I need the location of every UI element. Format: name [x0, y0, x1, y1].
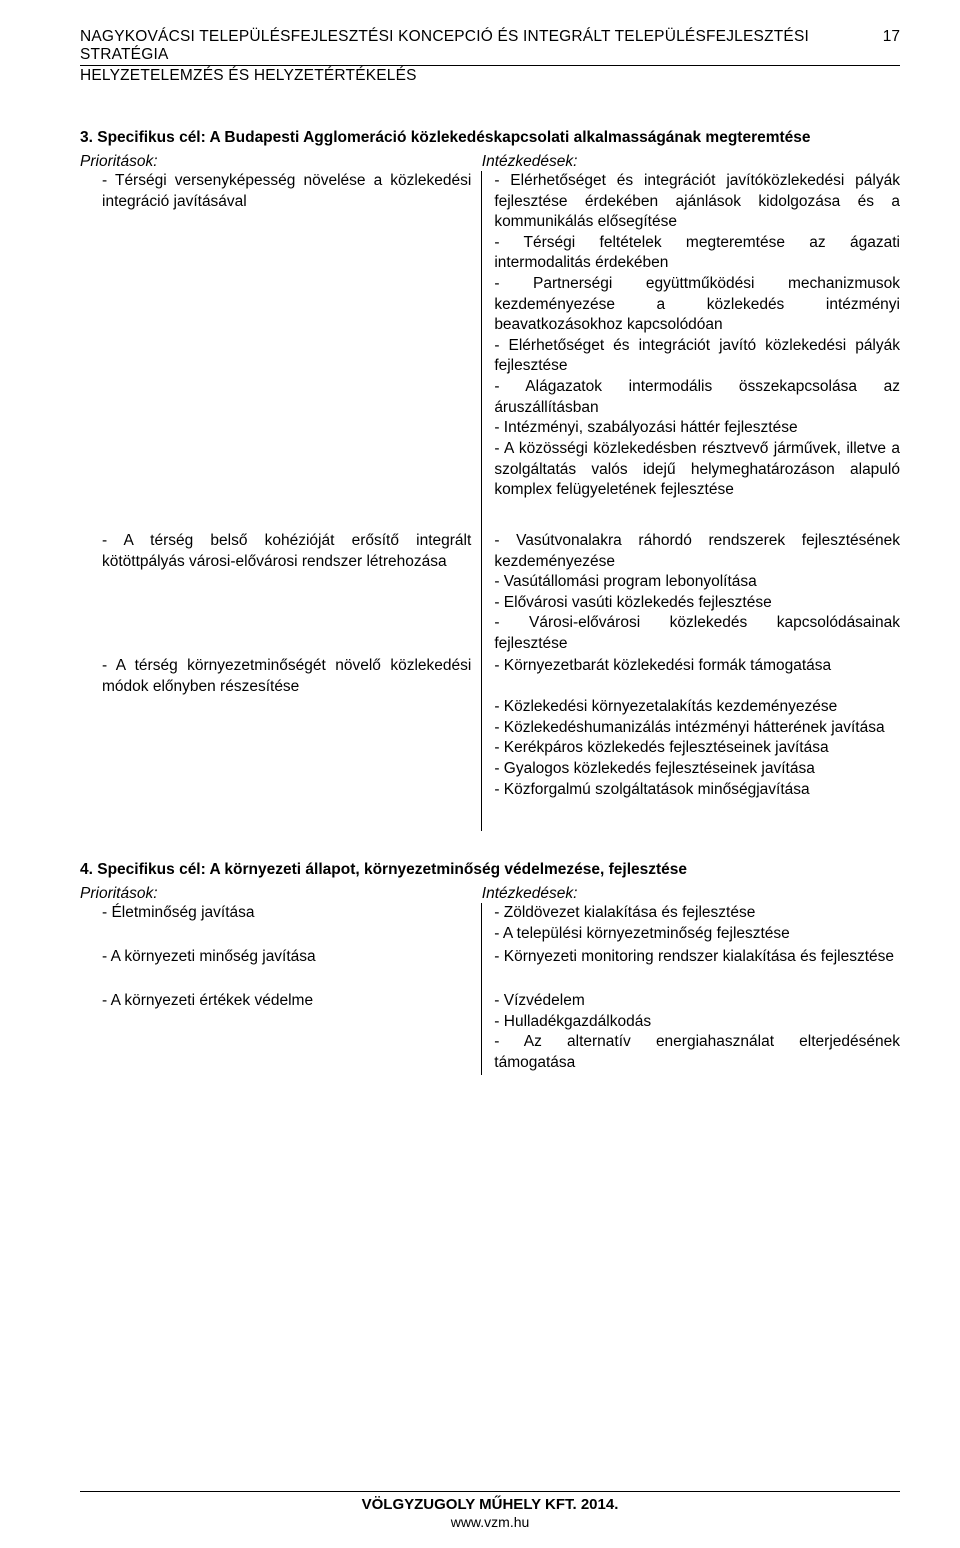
section4-row0-right: - Zöldövezet kialakítása és fejlesztése-… — [482, 903, 900, 947]
section4-prio-label: Prioritások: — [80, 885, 482, 903]
section3-row1-left: - A térség belső kohézióját erősítő inte… — [80, 531, 481, 656]
section4-title: 4. Specifikus cél: A környezeti állapot,… — [80, 861, 900, 879]
header-subtitle: HELYZETELEMZÉS ÉS HELYZETÉRTÉKELÉS — [80, 67, 900, 85]
footer-company: VÖLGYZUGOLY MŰHELY KFT. 2014. — [362, 1496, 619, 1513]
section3-row0-right: - Elérhetőséget és integrációt javítóköz… — [482, 171, 900, 531]
section4-int-label: Intézkedések: — [482, 885, 900, 903]
section3-row0-left: - Térségi versenyképesség növelése a köz… — [80, 171, 481, 531]
section4-row1-left: - A környezeti minőség javítása — [80, 947, 481, 991]
section3-title: 3. Specifikus cél: A Budapesti Agglomerá… — [80, 129, 900, 147]
section4-row1-right: - Környezeti monitoring rendszer kialakí… — [482, 947, 900, 991]
section3-int-label: Intézkedések: — [482, 153, 900, 171]
section4-table: - Életminőség javítása - Zöldövezet kial… — [80, 903, 900, 1075]
footer: VÖLGYZUGOLY MŰHELY KFT. 2014. www.vzm.hu — [80, 1491, 900, 1530]
section3-table: - Térségi versenyképesség növelése a köz… — [80, 171, 900, 831]
section3-row1-right: - Vasútvonalakra ráhordó rendszerek fejl… — [482, 531, 900, 656]
page-number: 17 — [883, 28, 900, 46]
section3-row2-right: - Környezetbarát közlekedési formák támo… — [482, 656, 900, 831]
section4-row2-right: - Vízvédelem- Hulladékgazdálkodás- Az al… — [482, 991, 900, 1075]
section3-row2-left: - A térség környezetminőségét növelő köz… — [80, 656, 481, 831]
footer-site: www.vzm.hu — [80, 1514, 900, 1530]
section4-row0-left: - Életminőség javítása — [80, 903, 481, 947]
header-title: NAGYKOVÁCSI TELEPÜLÉSFEJLESZTÉSI KONCEPC… — [80, 28, 883, 64]
section3-prio-label: Prioritások: — [80, 153, 482, 171]
section4-row2-left: - A környezeti értékek védelme — [80, 991, 481, 1075]
